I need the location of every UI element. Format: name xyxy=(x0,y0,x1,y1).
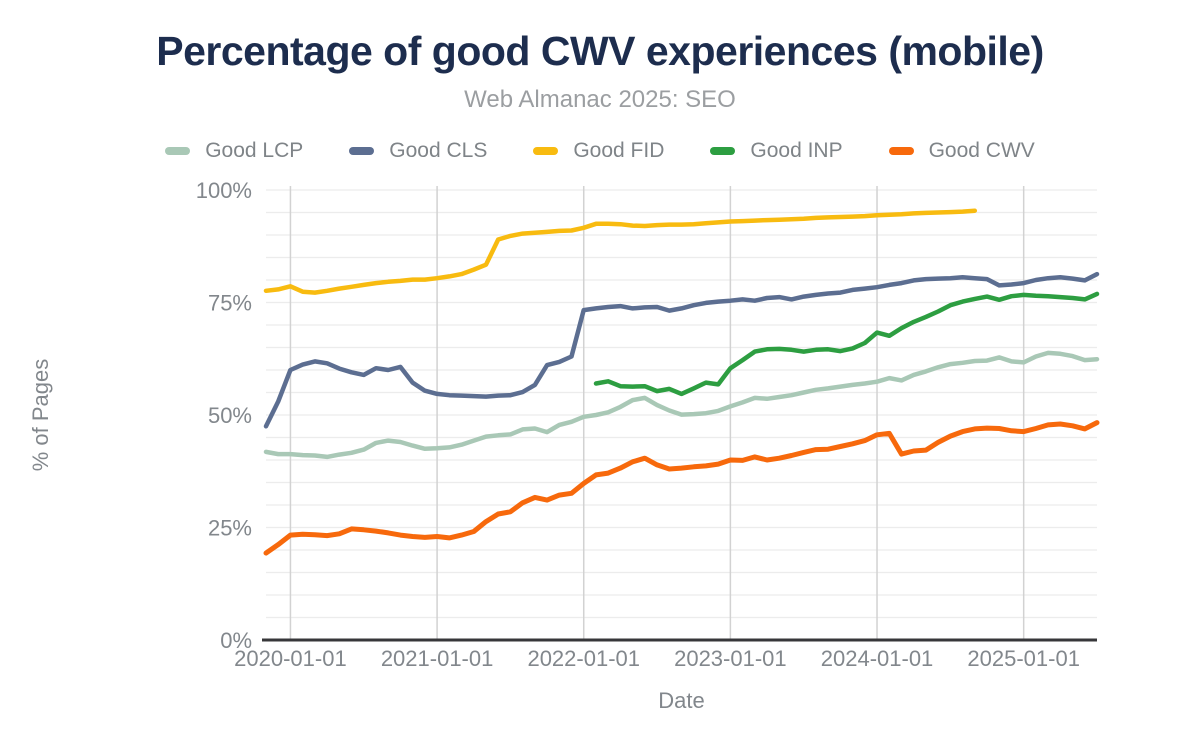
vertical-gridlines xyxy=(289,186,1025,640)
y-tick-label: 50% xyxy=(208,403,252,428)
x-tick-labels: 2020-01-01 2021-01-01 2022-01-01 2023-01-01… xyxy=(234,646,1080,671)
legend-swatch-good-cwv xyxy=(888,147,914,155)
horizontal-gridlines xyxy=(266,189,1097,619)
x-axis-title: Date xyxy=(658,688,704,713)
legend-label-good-cls: Good CLS xyxy=(389,139,488,162)
chart-legend: Good LCP Good CLS Good FID Good INP Good CWV xyxy=(0,139,1200,163)
legend-label-good-fid: Good FID xyxy=(573,139,665,162)
legend-item-good-inp: Good INP xyxy=(710,139,843,163)
chart-title: Percentage of good CWV experiences (mobi… xyxy=(156,28,1044,74)
x-tick-label: 2025-01-01 xyxy=(967,646,1080,671)
legend-item-good-cls: Good CLS xyxy=(349,139,487,163)
x-tick-label: 2023-01-01 xyxy=(674,646,787,671)
series-line-good-fid xyxy=(263,208,978,295)
y-tick-label: 75% xyxy=(208,291,252,316)
y-tick-label: 25% xyxy=(208,516,252,541)
chart-subtitle: Web Almanac 2025: SEO xyxy=(464,86,736,113)
y-tick-labels: 0% 25% 50% 75% 100% xyxy=(196,178,252,653)
legend-item-good-lcp: Good LCP xyxy=(165,139,303,163)
series-line-good-cwv xyxy=(263,420,1100,556)
series-line-good-inp xyxy=(593,291,1100,397)
x-tick-label: 2024-01-01 xyxy=(821,646,934,671)
y-tick-label: 100% xyxy=(196,178,252,203)
series-line-good-lcp xyxy=(263,350,1100,460)
legend-label-good-inp: Good INP xyxy=(750,139,843,162)
legend-item-good-cwv: Good CWV xyxy=(888,139,1035,163)
legend-label-good-lcp: Good LCP xyxy=(205,139,304,162)
x-tick-label: 2021-01-01 xyxy=(381,646,494,671)
series-lines xyxy=(263,208,1100,556)
y-axis-title: % of Pages xyxy=(28,359,53,472)
x-tick-label: 2022-01-01 xyxy=(527,646,640,671)
y-tick-label: 0% xyxy=(220,628,252,653)
legend-swatch-good-inp xyxy=(710,147,736,155)
series-line-good-cls xyxy=(263,271,1100,429)
legend-swatch-good-cls xyxy=(349,147,375,155)
legend-item-good-fid: Good FID xyxy=(533,139,664,163)
legend-label-good-cwv: Good CWV xyxy=(928,139,1035,162)
legend-swatch-good-lcp xyxy=(165,147,191,155)
x-tick-label: 2020-01-01 xyxy=(234,646,347,671)
legend-swatch-good-fid xyxy=(533,147,559,155)
